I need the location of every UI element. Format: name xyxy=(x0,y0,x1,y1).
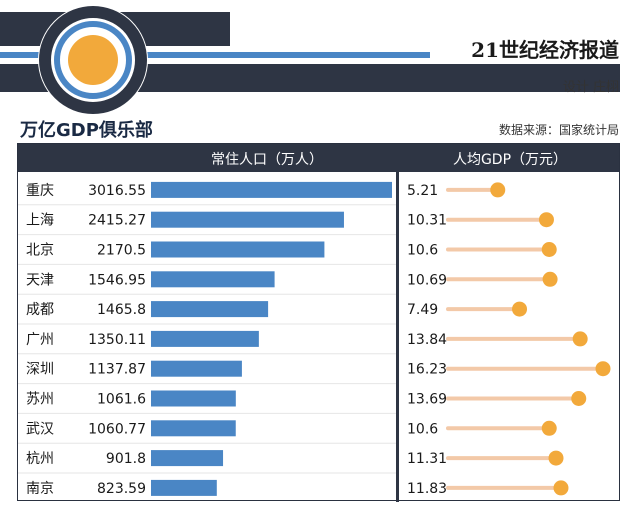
gdp-lollipop-dot xyxy=(512,301,528,317)
population-value-label: 3016.55 xyxy=(88,183,146,199)
population-bar xyxy=(151,330,259,347)
gdp-value-label: 11.31 xyxy=(407,451,447,467)
gdp-lollipop-dot xyxy=(572,331,588,347)
chart-rows: 重庆 3016.55 5.21 上海 2415.27 10.31 北京 2170.5 10.6 天… xyxy=(18,172,619,500)
city-label: 南京 xyxy=(26,481,54,497)
population-value-label: 1350.11 xyxy=(88,332,146,348)
gdp-lollipop-dot xyxy=(571,391,587,406)
population-bar xyxy=(151,271,275,288)
gdp-per-capita-column-header: 人均GDP（万元） xyxy=(452,152,568,168)
gdp-value-label: 13.84 xyxy=(407,332,447,348)
population-value-label: 1465.8 xyxy=(97,302,146,318)
population-value-label: 2415.27 xyxy=(88,213,146,229)
gdp-lollipop-dot xyxy=(538,212,554,228)
gdp-lollipop-dot xyxy=(548,450,564,466)
gdp-value-label: 5.21 xyxy=(407,183,438,199)
gdp-lollipop-dot xyxy=(490,182,506,198)
city-label: 上海 xyxy=(26,213,54,229)
city-label: 北京 xyxy=(26,243,54,259)
header-graphic xyxy=(0,5,639,115)
city-label: 武汉 xyxy=(26,421,54,437)
chart-panel: 常住人口（万人） 人均GDP（万元） 重庆 3016.55 5.21 上海 2415.2… xyxy=(17,143,620,502)
publisher-name: 21世纪经济报道 xyxy=(471,38,619,62)
population-value-label: 1060.77 xyxy=(88,421,146,437)
logo-ring xyxy=(39,6,147,114)
gdp-value-label: 10.6 xyxy=(407,243,438,259)
gdp-lollipop-dot xyxy=(595,361,611,377)
gdp-value-label: 13.69 xyxy=(407,392,447,408)
population-value-label: 901.8 xyxy=(106,451,146,467)
header-stripe xyxy=(0,52,639,58)
gdp-value-label: 16.23 xyxy=(407,362,447,378)
chart-plot: 重庆 3016.55 5.21 上海 2415.27 10.31 北京 2170.5 10.6 天… xyxy=(18,181,611,497)
gdp-value-label: 10.69 xyxy=(407,272,447,288)
population-value-label: 1061.6 xyxy=(97,392,146,408)
gdp-value-label: 10.6 xyxy=(407,421,438,437)
population-bar xyxy=(151,181,392,198)
population-column-header: 常住人口（万人） xyxy=(211,152,323,168)
city-label: 成都 xyxy=(26,302,54,318)
population-value-label: 1546.95 xyxy=(88,272,146,288)
population-bar xyxy=(151,450,224,467)
population-bar xyxy=(151,420,236,437)
gdp-value-label: 10.31 xyxy=(407,213,447,229)
data-source: 数据来源：国家统计局 xyxy=(498,123,619,137)
gdp-value-label: 11.83 xyxy=(407,481,447,497)
population-bar xyxy=(151,479,217,496)
logo-sun xyxy=(68,35,118,85)
designer-credit: 设计 庄栩 xyxy=(562,80,619,95)
column-divider xyxy=(396,144,399,502)
city-label: 深圳 xyxy=(26,362,54,378)
publisher-plate xyxy=(430,28,639,62)
population-bar xyxy=(151,390,236,407)
gdp-lollipop-dot xyxy=(553,480,569,496)
city-label: 重庆 xyxy=(26,183,54,199)
city-label: 杭州 xyxy=(26,451,54,467)
population-value-label: 2170.5 xyxy=(97,243,146,259)
gdp-value-label: 7.49 xyxy=(407,302,438,318)
population-bar xyxy=(151,211,344,228)
population-bar xyxy=(151,301,269,318)
population-value-label: 823.59 xyxy=(97,481,146,497)
city-label: 天津 xyxy=(26,272,54,288)
city-label: 广州 xyxy=(26,332,54,348)
column-header-bar: 常住人口（万人） 人均GDP（万元） xyxy=(18,144,619,172)
population-value-label: 1137.87 xyxy=(88,362,146,378)
population-bar xyxy=(151,360,242,377)
gdp-lollipop-dot xyxy=(541,420,557,436)
logo-ring-inner xyxy=(54,21,132,99)
chart-title: 万亿GDP俱乐部 xyxy=(20,120,153,141)
population-bar xyxy=(151,241,325,258)
gdp-lollipop-dot xyxy=(542,271,558,287)
city-label: 苏州 xyxy=(26,392,54,408)
gdp-lollipop-dot xyxy=(541,242,557,257)
